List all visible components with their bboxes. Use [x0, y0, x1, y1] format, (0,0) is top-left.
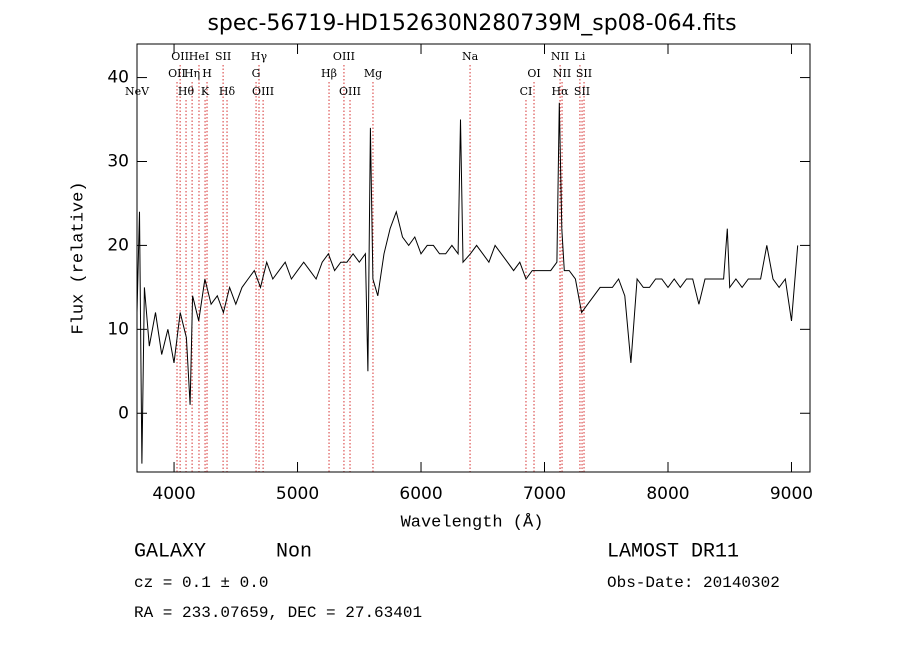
line-label: G — [252, 67, 261, 80]
line-label: Mg — [364, 67, 382, 80]
line-label: Hβ — [321, 67, 337, 80]
line-label: HeI — [189, 50, 209, 63]
spectrum-line — [136, 102, 799, 464]
line-label: Hδ — [219, 85, 236, 98]
line-label: NeV — [125, 85, 150, 98]
line-label: Hθ — [178, 85, 195, 98]
x-tick-label: 8000 — [646, 484, 689, 504]
line-label: Li — [575, 50, 586, 63]
line-label: SII — [574, 85, 590, 98]
info-subclass: Non — [276, 540, 312, 563]
x-tick-label: 6000 — [399, 484, 442, 504]
line-label: Na — [462, 50, 479, 63]
info-cz: cz = 0.1 ± 0.0 — [134, 574, 268, 592]
line-label: NII — [553, 67, 571, 80]
x-tick-label: 9000 — [770, 484, 813, 504]
line-label: Hα — [552, 85, 570, 98]
x-tick-label: 5000 — [276, 484, 319, 504]
y-tick-label: 20 — [107, 235, 129, 255]
info-obs-date: Obs-Date: 20140302 — [607, 574, 780, 592]
info-class: GALAXY — [134, 540, 206, 563]
y-axis-label: Flux (relative) — [69, 181, 88, 334]
y-tick-label: 0 — [118, 403, 129, 423]
line-label: OIII — [252, 85, 274, 98]
line-label: NII — [551, 50, 569, 63]
line-label: SII — [576, 67, 592, 80]
line-label: OII — [171, 50, 189, 63]
x-axis-label: Wavelength (Å) — [401, 513, 544, 532]
y-tick-label: 30 — [107, 151, 129, 171]
x-tick-label: 4000 — [152, 484, 195, 504]
line-label: Hη — [184, 67, 200, 80]
y-tick-label: 40 — [107, 68, 129, 88]
x-tick-label: 7000 — [523, 484, 566, 504]
line-label: OIII — [333, 50, 355, 63]
plot-frame — [136, 43, 811, 473]
chart-title: spec-56719-HD152630N280739M_sp08-064.fit… — [207, 11, 736, 36]
line-label: OII — [168, 67, 186, 80]
info-coords: RA = 233.07659, DEC = 27.63401 — [134, 604, 422, 622]
line-label: OIII — [339, 85, 361, 98]
line-label: CI — [520, 85, 533, 98]
y-tick-label: 10 — [107, 319, 129, 339]
line-label: K — [201, 85, 210, 98]
line-label: Hγ — [251, 50, 268, 63]
info-survey: LAMOST DR11 — [607, 540, 739, 563]
line-label: OI — [527, 67, 540, 80]
line-label: H — [202, 67, 212, 80]
line-label: SII — [215, 50, 231, 63]
